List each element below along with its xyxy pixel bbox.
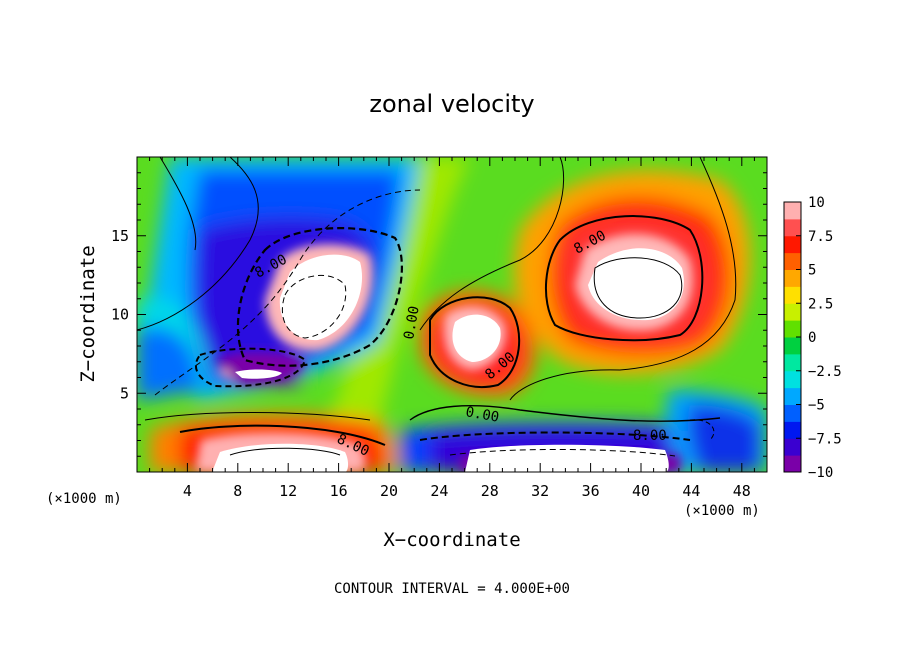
colorbar-swatch <box>784 455 801 473</box>
colorbar-label: 7.5 <box>808 229 833 245</box>
x-tick-label: 24 <box>430 482 448 500</box>
colorbar-label: −2.5 <box>808 364 842 380</box>
y-tick-label: 5 <box>120 384 129 402</box>
colorbar-swatch <box>784 252 801 270</box>
x-units-right: (×1000 m) <box>684 503 760 519</box>
x-axis: 4 8 12 16 20 24 28 32 36 40 44 48 <box>149 157 755 500</box>
colorbar-swatch <box>784 370 801 389</box>
y-tick-label: 15 <box>111 227 129 245</box>
x-tick-label: 12 <box>279 482 297 500</box>
chart-title: zonal velocity <box>369 90 534 118</box>
colorbar-swatch <box>784 286 801 304</box>
x-tick-label: 32 <box>531 482 549 500</box>
colorbar-label: −10 <box>808 465 833 481</box>
colorbar-swatch <box>784 337 801 355</box>
x-tick-label: 48 <box>733 482 751 500</box>
colorbar: 10 7.5 5 2.5 0 −2.5 −5 −7.5 −10 <box>783 195 842 481</box>
x-units-left: (×1000 m) <box>46 491 122 507</box>
x-tick-label: 36 <box>582 482 600 500</box>
x-tick-label: 40 <box>632 482 650 500</box>
colorbar-label: 2.5 <box>808 296 833 312</box>
y-axis-label: Z−coordinate <box>77 245 99 382</box>
contours <box>137 157 737 457</box>
x-tick-label: 28 <box>481 482 499 500</box>
colorbar-swatch <box>784 218 801 237</box>
contour-label: 0.00 <box>401 305 423 341</box>
contour-label: 0.00 <box>464 404 500 426</box>
contour-label: 8.00 <box>633 428 667 444</box>
colorbar-label: 5 <box>808 263 816 279</box>
colorbar-label: −7.5 <box>808 431 842 447</box>
x-tick-label: 4 <box>183 482 192 500</box>
colorbar-swatch <box>784 269 801 287</box>
colorbar-label: 10 <box>808 195 825 211</box>
colorbar-swatch <box>784 404 801 422</box>
x-axis-label: X−coordinate <box>383 529 520 551</box>
colorbar-swatch <box>784 421 801 439</box>
x-tick-label: 8 <box>233 482 242 500</box>
colorbar-swatch <box>784 303 801 321</box>
colorbar-swatch <box>784 320 801 338</box>
y-axis: 5 10 15 <box>111 172 767 457</box>
x-tick-label: 44 <box>682 482 700 500</box>
colorbar-label: −5 <box>808 398 825 414</box>
x-tick-label: 20 <box>380 482 398 500</box>
colorbar-swatch <box>784 202 801 220</box>
colorbar-swatch <box>784 235 801 254</box>
colorbar-swatch <box>784 353 801 372</box>
plot-area <box>137 157 767 472</box>
colorbar-swatch <box>784 438 801 456</box>
contour-interval-footer: CONTOUR INTERVAL = 4.000E+00 <box>334 581 570 597</box>
x-tick-label: 16 <box>330 482 348 500</box>
colorbar-swatch <box>784 387 801 405</box>
y-tick-label: 10 <box>111 306 129 324</box>
colorbar-label: 0 <box>808 330 816 346</box>
